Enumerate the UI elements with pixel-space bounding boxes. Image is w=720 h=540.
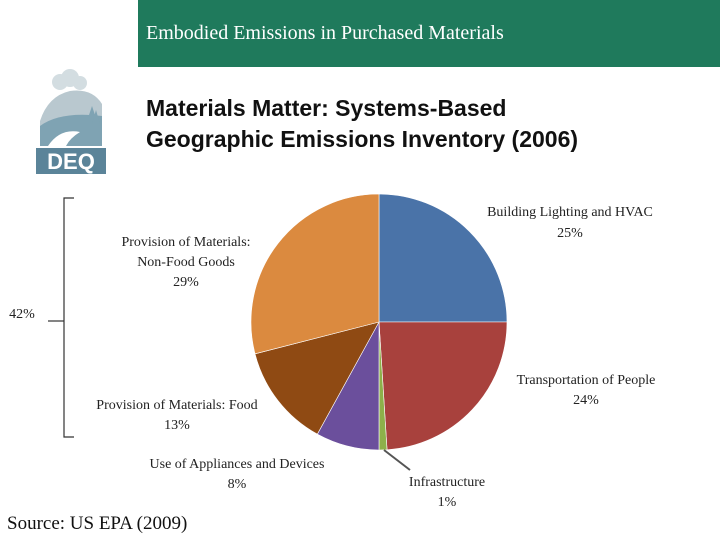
banner-title: Embodied Emissions in Purchased Material… (146, 22, 504, 44)
slice-label-building: Building Lighting and HVAC 25% (487, 205, 653, 241)
slice-label-infrastructure: Infrastructure 1% (409, 475, 485, 510)
slice-label-food: Provision of Materials: Food 13% (96, 398, 257, 433)
slice-label-appliances: Use of Appliances and Devices 8% (150, 457, 325, 492)
pie-slice-5 (250, 193, 380, 355)
pie-slice-1 (378, 321, 508, 451)
bracket-label: 42% (9, 307, 35, 322)
slice-label-transportation: Transportation of People 24% (517, 373, 656, 408)
slice-label-infrastructure-name: Infrastructure (409, 475, 485, 490)
slice-label-building-name: Building Lighting and HVAC (487, 205, 653, 220)
deq-logo: DEQ (36, 69, 106, 174)
source-note: Source: US EPA (2009) (7, 513, 188, 534)
slice-label-building-value: 25% (557, 226, 583, 241)
slice-label-food-value: 13% (164, 418, 190, 433)
page-title: Materials Matter: Systems-Based Geograph… (146, 93, 706, 155)
header-banner: Embodied Emissions in Purchased Material… (138, 0, 720, 67)
slice-label-food-name: Provision of Materials: Food (96, 398, 257, 413)
logo-text: DEQ (47, 149, 95, 174)
slice-label-nonfood-name: Provision of Materials: (121, 235, 250, 250)
pie-slices (250, 193, 508, 451)
slice-label-appliances-name: Use of Appliances and Devices (150, 457, 325, 472)
slice-label-appliances-value: 8% (228, 477, 247, 492)
slice-label-nonfood-subname: Non-Food Goods (137, 255, 235, 270)
infrastructure-leader-line (383, 449, 411, 471)
pie-slice-4 (254, 321, 380, 435)
slice-label-nonfood: Provision of Materials: Non-Food Goods 2… (121, 235, 250, 290)
slice-label-nonfood-value: 29% (173, 275, 199, 290)
title-line-2: Geographic Emissions Inventory (2006) (146, 126, 579, 152)
pie-slice-0 (378, 193, 508, 323)
slice-label-infrastructure-value: 1% (438, 495, 457, 510)
title-line-1: Materials Matter: Systems-Based (146, 95, 507, 121)
materials-bracket (63, 197, 74, 438)
slice-label-transportation-value: 24% (573, 393, 599, 408)
slice-label-transportation-name: Transportation of People (517, 373, 656, 388)
